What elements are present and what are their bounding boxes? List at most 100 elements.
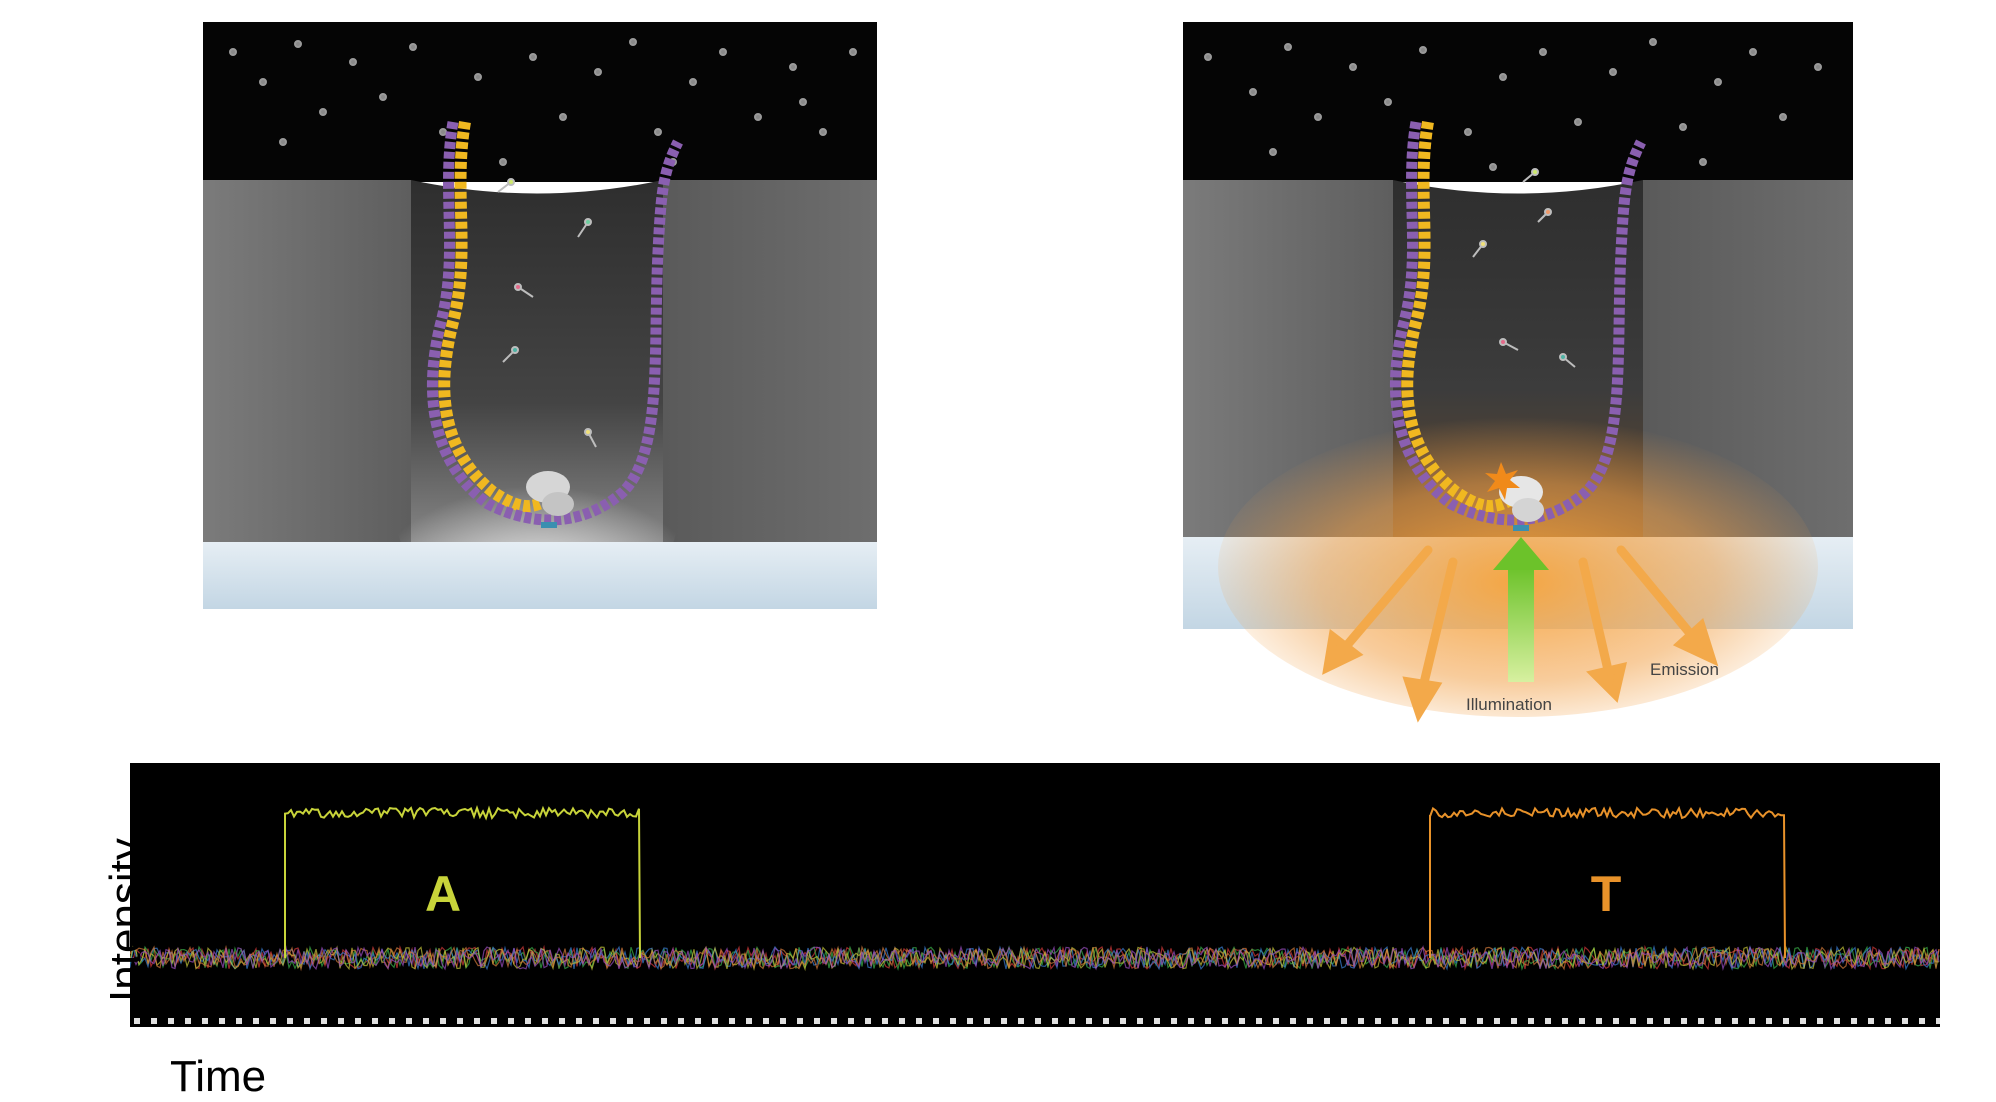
pulse-label-a: A xyxy=(425,866,461,922)
time-tick xyxy=(1698,1018,1704,1024)
template-strand xyxy=(427,121,683,526)
time-tick xyxy=(406,1018,412,1024)
time-tick xyxy=(1749,1018,1755,1024)
time-tick xyxy=(1018,1018,1024,1024)
emission-arrows xyxy=(1322,545,1719,723)
time-tick xyxy=(967,1018,973,1024)
emission-label: Emission xyxy=(1650,660,1719,679)
time-tick xyxy=(1579,1018,1585,1024)
time-tick xyxy=(1630,1018,1636,1024)
time-tick xyxy=(1766,1018,1772,1024)
time-tick xyxy=(1273,1018,1279,1024)
time-tick xyxy=(1069,1018,1075,1024)
time-tick xyxy=(1205,1018,1211,1024)
time-tick xyxy=(1851,1018,1857,1024)
time-tick xyxy=(1137,1018,1143,1024)
time-tick xyxy=(882,1018,888,1024)
time-tick xyxy=(610,1018,616,1024)
time-tick xyxy=(253,1018,259,1024)
time-tick xyxy=(457,1018,463,1024)
time-tick xyxy=(236,1018,242,1024)
well-diagram-right: Illumination Emission xyxy=(1183,22,1853,723)
trace-background xyxy=(130,763,1940,1027)
time-tick xyxy=(1715,1018,1721,1024)
time-tick xyxy=(321,1018,327,1024)
glass-substrate xyxy=(203,542,877,609)
time-tick xyxy=(916,1018,922,1024)
x-axis-label: Time xyxy=(170,1052,267,1101)
time-tick xyxy=(627,1018,633,1024)
time-tick xyxy=(185,1018,191,1024)
time-tick xyxy=(933,1018,939,1024)
trace-plot: A T xyxy=(130,763,1940,1027)
pulse-trace xyxy=(1429,805,1786,959)
fluorescence-pulses xyxy=(284,804,1786,959)
time-tick xyxy=(984,1018,990,1024)
time-tick xyxy=(1511,1018,1517,1024)
time-tick xyxy=(1613,1018,1619,1024)
time-tick xyxy=(372,1018,378,1024)
time-tick xyxy=(338,1018,344,1024)
noise-trace xyxy=(130,945,1940,971)
time-tick xyxy=(1239,1018,1245,1024)
time-tick xyxy=(1732,1018,1738,1024)
time-tick xyxy=(1171,1018,1177,1024)
time-tick xyxy=(1001,1018,1007,1024)
time-tick xyxy=(287,1018,293,1024)
time-tick xyxy=(423,1018,429,1024)
nascent-strand xyxy=(438,120,551,513)
time-tick xyxy=(1919,1018,1925,1024)
time-tick xyxy=(814,1018,820,1024)
time-tick xyxy=(899,1018,905,1024)
time-tick xyxy=(865,1018,871,1024)
well-diagram-left xyxy=(203,22,877,609)
baseline-noise xyxy=(130,944,1940,972)
time-tick xyxy=(1868,1018,1874,1024)
fluorophore-burst xyxy=(1485,462,1520,500)
time-tick xyxy=(355,1018,361,1024)
time-tick xyxy=(559,1018,565,1024)
time-tick xyxy=(576,1018,582,1024)
time-tick xyxy=(1086,1018,1092,1024)
time-tick xyxy=(1307,1018,1313,1024)
time-tick xyxy=(1426,1018,1432,1024)
time-tick xyxy=(1936,1018,1940,1024)
free-nucleotides xyxy=(1204,38,1822,171)
time-tick xyxy=(746,1018,752,1024)
time-tick xyxy=(474,1018,480,1024)
time-tick xyxy=(1783,1018,1789,1024)
zmw-well-illustration-during: Illumination Emission xyxy=(1183,22,1853,742)
zmw-well-illustration-before xyxy=(203,22,877,609)
time-tick xyxy=(1103,1018,1109,1024)
time-tick xyxy=(1647,1018,1653,1024)
time-tick xyxy=(678,1018,684,1024)
time-tick xyxy=(1681,1018,1687,1024)
pulse-label-t: T xyxy=(1591,866,1622,922)
time-tick xyxy=(134,1018,140,1024)
time-tick xyxy=(1834,1018,1840,1024)
time-tick xyxy=(542,1018,548,1024)
time-tick xyxy=(1324,1018,1330,1024)
noise-trace xyxy=(130,945,1940,972)
time-tick xyxy=(1409,1018,1415,1024)
time-tick xyxy=(1392,1018,1398,1024)
time-tick xyxy=(491,1018,497,1024)
polymerase xyxy=(526,471,574,528)
time-tick xyxy=(593,1018,599,1024)
illumination-label: Illumination xyxy=(1466,695,1552,714)
time-tick xyxy=(848,1018,854,1024)
diffusing-nucleotides xyxy=(497,178,597,448)
time-tick xyxy=(1443,1018,1449,1024)
time-tick xyxy=(1460,1018,1466,1024)
solution-region xyxy=(203,22,877,182)
time-tick xyxy=(1154,1018,1160,1024)
intensity-trace: A T xyxy=(130,763,1940,1027)
time-tick xyxy=(1885,1018,1891,1024)
diffusing-nucleotides xyxy=(1472,168,1576,368)
time-tick xyxy=(304,1018,310,1024)
time-tick xyxy=(1222,1018,1228,1024)
time-tick xyxy=(797,1018,803,1024)
free-nucleotides xyxy=(229,38,857,166)
time-tick xyxy=(1188,1018,1194,1024)
time-tick xyxy=(1596,1018,1602,1024)
